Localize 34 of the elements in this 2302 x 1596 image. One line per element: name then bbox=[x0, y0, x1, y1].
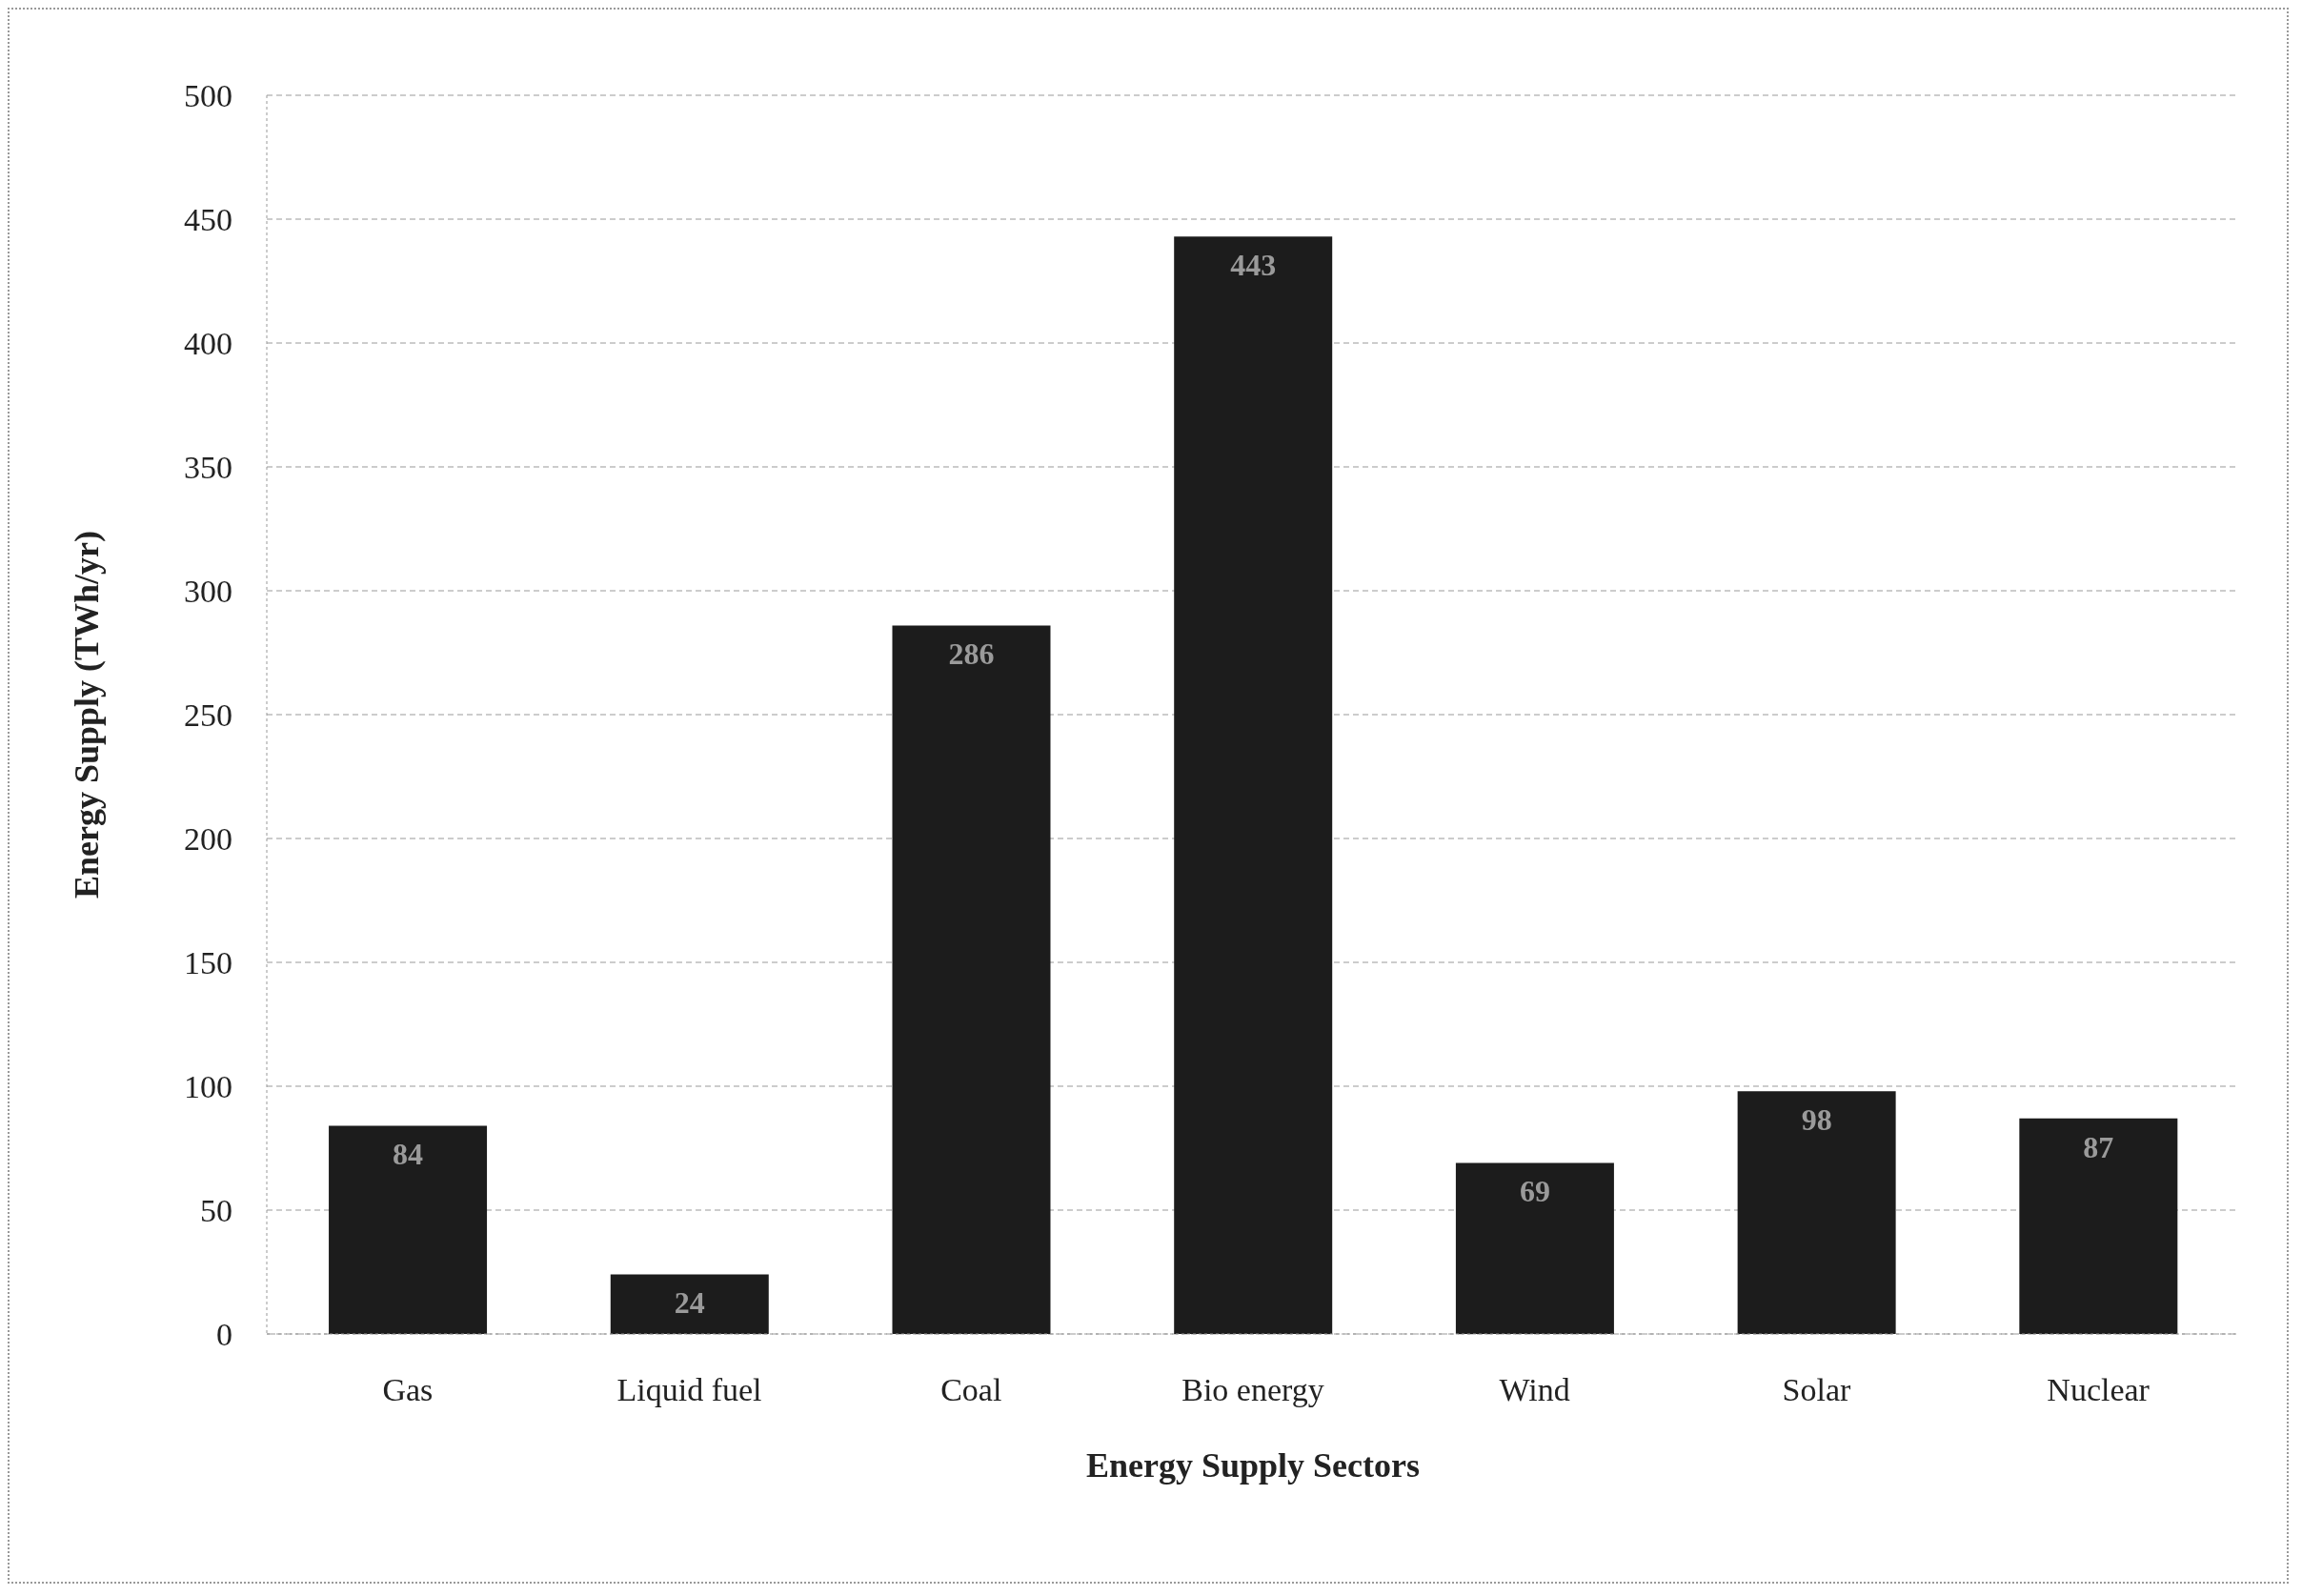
bar bbox=[1455, 1162, 1614, 1334]
y-tick-label: 250 bbox=[184, 697, 232, 734]
bar bbox=[329, 1125, 488, 1334]
x-tick-label: Nuclear bbox=[2047, 1372, 2151, 1408]
y-tick-label: 300 bbox=[184, 574, 232, 610]
bar bbox=[2019, 1118, 2178, 1334]
y-tick-label: 350 bbox=[184, 450, 232, 486]
bar bbox=[892, 625, 1051, 1334]
y-axis-title: Energy Supply (TWh/yr) bbox=[67, 530, 106, 899]
bar bbox=[1174, 236, 1333, 1334]
data-label: 286 bbox=[948, 636, 995, 672]
bar bbox=[1737, 1091, 1896, 1334]
x-tick-label: Coal bbox=[940, 1372, 1002, 1408]
data-label: 69 bbox=[1519, 1174, 1550, 1209]
bar bbox=[610, 1274, 769, 1334]
y-tick-label: 150 bbox=[184, 945, 232, 981]
y-tick-label: 100 bbox=[184, 1069, 232, 1105]
y-tick-label: 0 bbox=[216, 1317, 232, 1353]
x-tick-label: Bio energy bbox=[1181, 1372, 1324, 1408]
x-axis-title: Energy Supply Sectors bbox=[1085, 1446, 1421, 1485]
y-tick-label: 50 bbox=[200, 1193, 232, 1229]
x-tick-label: Wind bbox=[1499, 1372, 1570, 1408]
data-label: 87 bbox=[2083, 1129, 2114, 1164]
data-label: 98 bbox=[1801, 1101, 1832, 1137]
data-label: 24 bbox=[674, 1285, 705, 1321]
y-tick-label: 200 bbox=[184, 821, 232, 858]
y-tick-label: 500 bbox=[184, 78, 232, 114]
x-tick-label: Gas bbox=[382, 1372, 434, 1408]
y-tick-label: 400 bbox=[184, 326, 232, 362]
y-tick-label: 450 bbox=[184, 202, 232, 238]
data-label: 443 bbox=[1230, 247, 1277, 282]
data-label: 84 bbox=[393, 1137, 424, 1172]
x-tick-label: Solar bbox=[1782, 1372, 1851, 1408]
x-tick-label: Liquid fuel bbox=[616, 1372, 762, 1408]
